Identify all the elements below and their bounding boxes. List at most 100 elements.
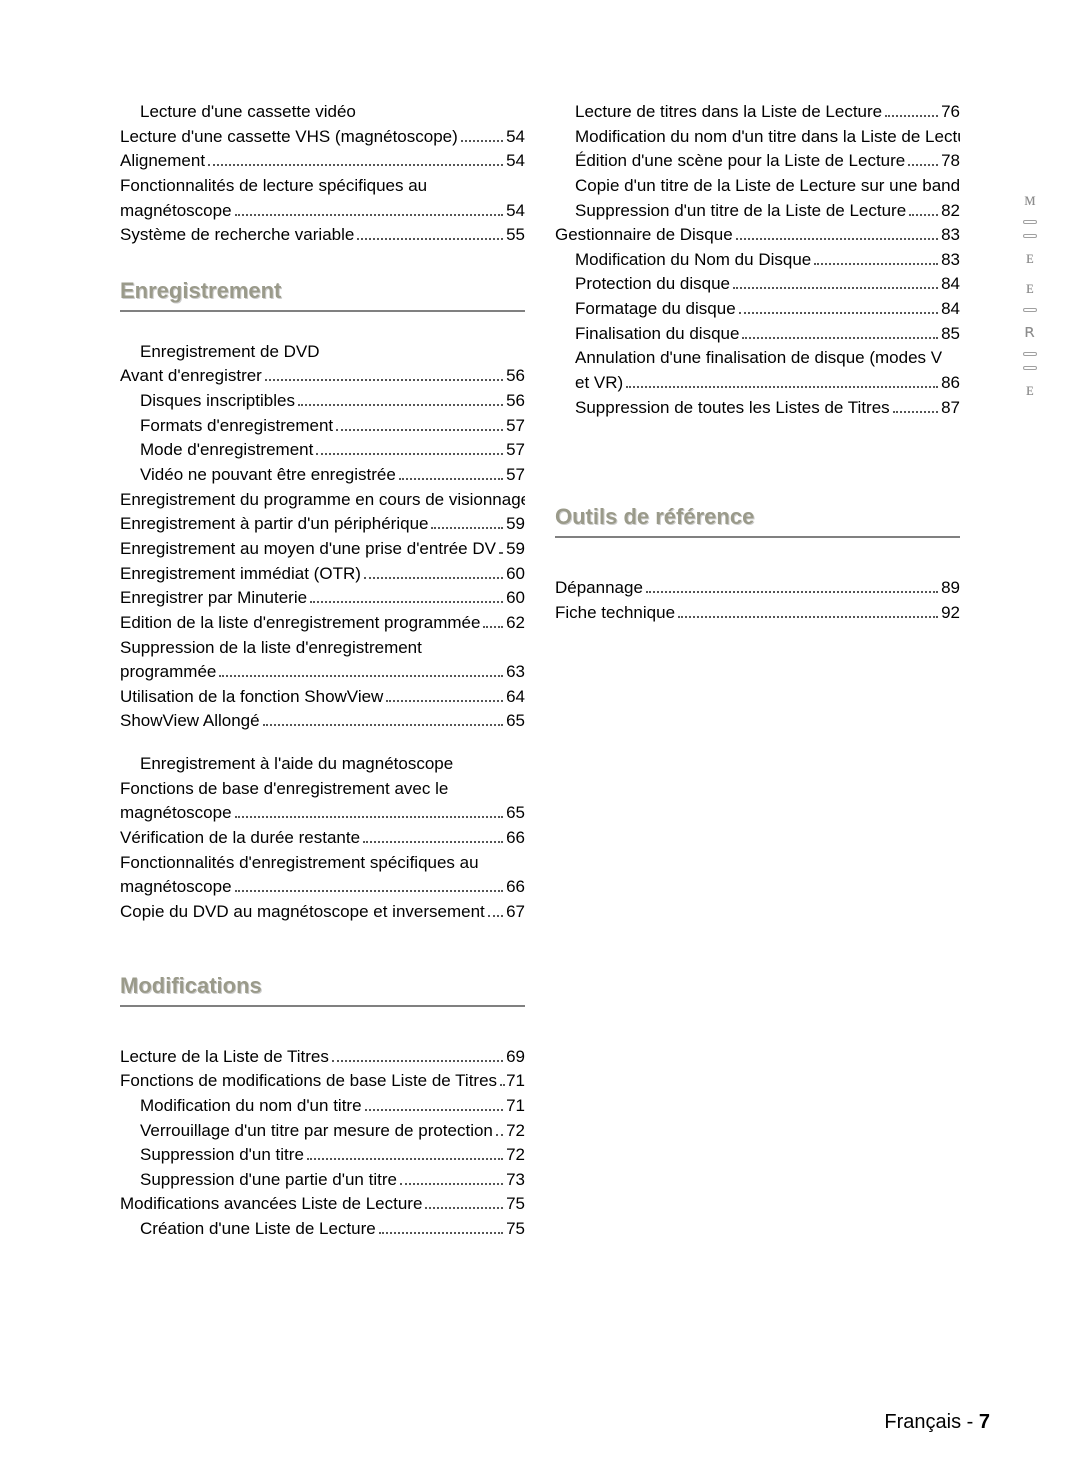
right-column: Lecture de titres dans la Liste de Lectu… xyxy=(555,100,1020,1242)
section-rule xyxy=(555,536,960,538)
toc-line: Fonctionnalités de lecture spécifiques a… xyxy=(120,174,525,199)
toc-label: magnétoscope xyxy=(120,199,232,224)
toc-line: Modifications avancées Liste de Lecture7… xyxy=(120,1192,525,1217)
toc-page: 71 xyxy=(506,1094,525,1119)
toc-page: 67 xyxy=(506,900,525,925)
toc-line: Modification du nom d'un titre dans la L… xyxy=(555,125,960,150)
toc-label: Fonctions de modifications de base Liste… xyxy=(120,1069,497,1094)
toc-line: Protection du disque84 xyxy=(555,272,960,297)
toc-label: Modification du Nom du Disque xyxy=(575,248,811,273)
toc-line: Suppression de toutes les Listes de Titr… xyxy=(555,396,960,421)
toc-line: magnétoscope65 xyxy=(120,801,525,826)
toc-line: Fonctions de modifications de base Liste… xyxy=(120,1069,525,1094)
toc-line: Fiche technique92 xyxy=(555,601,960,626)
toc-line: Avant d'enregistrer 56 xyxy=(120,364,525,389)
toc-line: Modification du Nom du Disque83 xyxy=(555,248,960,273)
toc-page: 84 xyxy=(941,272,960,297)
toc-label: magnétoscope xyxy=(120,801,232,826)
toc-label: magnétoscope xyxy=(120,875,232,900)
toc-line: Copie du DVD au magnétoscope et inversem… xyxy=(120,900,525,925)
toc-page: 71 xyxy=(506,1069,525,1094)
toc-line: Lecture de la Liste de Titres 69 xyxy=(120,1045,525,1070)
toc-page: 55 xyxy=(506,223,525,248)
sub-head: Lecture d'une cassette vidéo xyxy=(120,100,525,125)
toc-line: Verrouillage d'un titre par mesure de pr… xyxy=(120,1119,525,1144)
side-tab: ᴍ ᴇ ᴇ ʀ ᴇ xyxy=(1016,190,1044,400)
toc-page: 60 xyxy=(506,562,525,587)
toc-line: Lecture d'une cassette VHS (magnétoscope… xyxy=(120,125,525,150)
toc-line: Finalisation du disque85 xyxy=(555,322,960,347)
toc-label: Dépannage xyxy=(555,576,643,601)
toc-label: Verrouillage d'un titre par mesure de pr… xyxy=(140,1119,493,1144)
toc-label: Suppression d'une partie d'un titre xyxy=(140,1168,397,1193)
toc-label: et VR) xyxy=(575,371,623,396)
footer-page: 7 xyxy=(979,1411,990,1433)
toc-block: Fonctions de base d'enregistrement avec … xyxy=(120,777,525,925)
section-title-outils: Outils de référence xyxy=(555,504,960,530)
toc-line: Vérification de la durée restante66 xyxy=(120,826,525,851)
toc-label: Enregistrement à partir d'un périphériqu… xyxy=(120,512,428,537)
toc-label: Modification du nom d'un titre dans la L… xyxy=(575,125,960,150)
toc-line: Enregistrement immédiat (OTR)60 xyxy=(120,562,525,587)
toc-line: Dépannage89 xyxy=(555,576,960,601)
toc-page: 54 xyxy=(506,199,525,224)
toc-line: Alignement 54 xyxy=(120,149,525,174)
toc-page: 60 xyxy=(506,586,525,611)
toc-page: 54 xyxy=(506,125,525,150)
toc-page: 59 xyxy=(506,537,525,562)
toc-page: 87 xyxy=(941,396,960,421)
page-footer: Français - 7 xyxy=(884,1411,990,1434)
toc-line: magnétoscope 66 xyxy=(120,875,525,900)
toc-label: Enregistrement au moyen d'une prise d'en… xyxy=(120,537,496,562)
toc-page: 76 xyxy=(941,100,960,125)
sub-head: Enregistrement à l'aide du magnétoscope xyxy=(120,752,525,777)
toc-label: Utilisation de la fonction ShowView xyxy=(120,685,383,710)
toc-label: Enregistrement du programme en cours de … xyxy=(120,488,525,513)
toc-page: 73 xyxy=(506,1168,525,1193)
toc-label: Disques inscriptibles xyxy=(140,389,295,414)
toc-line: Enregistrement du programme en cours de … xyxy=(120,488,525,513)
toc-block: Lecture de titres dans la Liste de Lectu… xyxy=(555,100,960,420)
toc-page: 57 xyxy=(506,463,525,488)
toc-label: Gestionnaire de Disque xyxy=(555,223,733,248)
toc-label: Suppression d'un titre xyxy=(140,1143,304,1168)
toc-block: Avant d'enregistrer56Disques inscriptibl… xyxy=(120,364,525,734)
toc-label: Suppression de la liste d'enregistrement xyxy=(120,636,422,661)
toc-page: 69 xyxy=(506,1045,525,1070)
toc-line: ShowView Allongé65 xyxy=(120,709,525,734)
toc-page: 56 xyxy=(506,364,525,389)
toc-label: Suppression de toutes les Listes de Titr… xyxy=(575,396,890,421)
toc-line: Suppression d'un titre de la Liste de Le… xyxy=(555,199,960,224)
toc-label: Annulation d'une finalisation de disque … xyxy=(575,346,942,371)
toc-label: Copie d'un titre de la Liste de Lecture … xyxy=(575,174,960,199)
toc-line: Enregistrement au moyen d'une prise d'en… xyxy=(120,537,525,562)
toc-label: Lecture de titres dans la Liste de Lectu… xyxy=(575,100,882,125)
toc-page: 54 xyxy=(506,149,525,174)
toc-page: 57 xyxy=(506,414,525,439)
toc-line: Suppression d'un titre72 xyxy=(120,1143,525,1168)
toc-page: 66 xyxy=(506,875,525,900)
toc-page: 72 xyxy=(506,1119,525,1144)
toc-label: Lecture de la Liste de Titres xyxy=(120,1045,329,1070)
toc-line: Annulation d'une finalisation de disque … xyxy=(555,346,960,371)
left-column: Lecture d'une cassette vidéo Lecture d'u… xyxy=(60,100,525,1242)
toc-page: 66 xyxy=(506,826,525,851)
toc-label: Copie du DVD au magnétoscope et inversem… xyxy=(120,900,485,925)
toc-line: Système de recherche variable55 xyxy=(120,223,525,248)
toc-label: Lecture d'une cassette VHS (magnétoscope… xyxy=(120,125,458,150)
toc-line: Fonctionnalités d'enregistrement spécifi… xyxy=(120,851,525,876)
toc-line: Mode d'enregistrement57 xyxy=(120,438,525,463)
toc-line: Édition d'une scène pour la Liste de Lec… xyxy=(555,149,960,174)
toc-line: Enregistrer par Minuterie 60 xyxy=(120,586,525,611)
toc-line: Formats d'enregistrement 57 xyxy=(120,414,525,439)
footer-sep: - xyxy=(961,1411,979,1433)
toc-line: magnétoscope 54 xyxy=(120,199,525,224)
toc-label: Finalisation du disque xyxy=(575,322,739,347)
toc-label: Alignement xyxy=(120,149,205,174)
toc-line: Vidéo ne pouvant être enregistrée57 xyxy=(120,463,525,488)
toc-line: Disques inscriptibles56 xyxy=(120,389,525,414)
toc-label: Formats d'enregistrement xyxy=(140,414,333,439)
toc-label: Création d'une Liste de Lecture xyxy=(140,1217,376,1242)
toc-label: Enregistrer par Minuterie xyxy=(120,586,307,611)
toc-label: Avant d'enregistrer xyxy=(120,364,262,389)
